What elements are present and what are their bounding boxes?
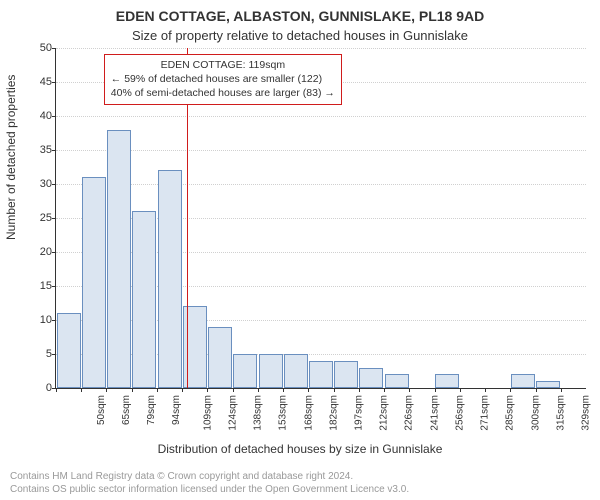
xtick-label: 182sqm xyxy=(328,395,339,431)
xtick-mark xyxy=(258,388,259,392)
x-axis-label: Distribution of detached houses by size … xyxy=(0,442,600,456)
ytick-mark xyxy=(52,320,56,321)
histogram-bar xyxy=(82,177,106,388)
xtick-mark xyxy=(207,388,208,392)
ytick-label: 5 xyxy=(26,348,52,360)
histogram-bar xyxy=(57,313,81,388)
ytick-mark xyxy=(52,150,56,151)
histogram-bar xyxy=(158,170,182,388)
xtick-mark xyxy=(334,388,335,392)
xtick-mark xyxy=(561,388,562,392)
gridline xyxy=(56,48,586,49)
xtick-label: 285sqm xyxy=(505,395,516,431)
xtick-label: 168sqm xyxy=(303,395,314,431)
xtick-label: 329sqm xyxy=(581,395,592,431)
y-axis-label: Number of detached properties xyxy=(4,75,18,240)
ytick-label: 0 xyxy=(26,382,52,394)
histogram-bar xyxy=(334,361,358,388)
chart-title-line1: EDEN COTTAGE, ALBASTON, GUNNISLAKE, PL18… xyxy=(0,8,600,24)
ytick-label: 40 xyxy=(26,110,52,122)
xtick-mark xyxy=(409,388,410,392)
histogram-bar xyxy=(233,354,257,388)
ytick-label: 50 xyxy=(26,42,52,54)
ytick-label: 10 xyxy=(26,314,52,326)
histogram-bar xyxy=(385,374,409,388)
xtick-mark xyxy=(510,388,511,392)
ytick-label: 20 xyxy=(26,246,52,258)
xtick-label: 109sqm xyxy=(202,395,213,431)
ytick-label: 30 xyxy=(26,178,52,190)
annotation-line: ← 59% of detached houses are smaller (12… xyxy=(111,72,335,86)
xtick-label: 300sqm xyxy=(530,395,541,431)
ytick-label: 25 xyxy=(26,212,52,224)
xtick-label: 79sqm xyxy=(146,395,157,425)
footer-attribution: Contains HM Land Registry data © Crown c… xyxy=(10,470,409,496)
xtick-mark xyxy=(106,388,107,392)
xtick-label: 271sqm xyxy=(480,395,491,431)
xtick-mark xyxy=(157,388,158,392)
annotation-box: EDEN COTTAGE: 119sqm← 59% of detached ho… xyxy=(104,54,342,105)
histogram-bar xyxy=(208,327,232,388)
xtick-label: 197sqm xyxy=(354,395,365,431)
xtick-label: 226sqm xyxy=(404,395,415,431)
histogram-bar xyxy=(309,361,333,388)
ytick-mark xyxy=(52,82,56,83)
ytick-mark xyxy=(52,116,56,117)
xtick-mark xyxy=(308,388,309,392)
xtick-label: 94sqm xyxy=(171,395,182,425)
xtick-label: 138sqm xyxy=(253,395,264,431)
ytick-mark xyxy=(52,184,56,185)
footer-line2: Contains OS public sector information li… xyxy=(10,483,409,496)
gridline xyxy=(56,184,586,185)
xtick-label: 124sqm xyxy=(227,395,238,431)
ytick-mark xyxy=(52,48,56,49)
xtick-label: 212sqm xyxy=(379,395,390,431)
xtick-mark xyxy=(182,388,183,392)
histogram-bar xyxy=(284,354,308,388)
xtick-label: 256sqm xyxy=(455,395,466,431)
histogram-bar xyxy=(259,354,283,388)
xtick-mark xyxy=(81,388,82,392)
xtick-label: 315sqm xyxy=(555,395,566,431)
xtick-label: 241sqm xyxy=(429,395,440,431)
ytick-mark xyxy=(52,218,56,219)
xtick-label: 50sqm xyxy=(96,395,107,425)
ytick-mark xyxy=(52,286,56,287)
xtick-mark xyxy=(435,388,436,392)
xtick-mark xyxy=(384,388,385,392)
ytick-label: 35 xyxy=(26,144,52,156)
histogram-bar xyxy=(511,374,535,388)
gridline xyxy=(56,116,586,117)
xtick-mark xyxy=(56,388,57,392)
xtick-label: 65sqm xyxy=(121,395,132,425)
histogram-bar xyxy=(435,374,459,388)
ytick-label: 15 xyxy=(26,280,52,292)
histogram-bar xyxy=(359,368,383,388)
footer-line1: Contains HM Land Registry data © Crown c… xyxy=(10,470,409,483)
histogram-bar xyxy=(132,211,156,388)
xtick-mark xyxy=(460,388,461,392)
annotation-line: EDEN COTTAGE: 119sqm xyxy=(111,58,335,72)
histogram-bar xyxy=(536,381,560,388)
xtick-mark xyxy=(233,388,234,392)
ytick-mark xyxy=(52,252,56,253)
histogram-bar xyxy=(107,130,131,388)
chart-title-line2: Size of property relative to detached ho… xyxy=(0,28,600,43)
xtick-mark xyxy=(485,388,486,392)
annotation-line: 40% of semi-detached houses are larger (… xyxy=(111,86,335,100)
ytick-label: 45 xyxy=(26,76,52,88)
gridline xyxy=(56,150,586,151)
xtick-mark xyxy=(283,388,284,392)
xtick-mark xyxy=(132,388,133,392)
xtick-mark xyxy=(359,388,360,392)
xtick-label: 153sqm xyxy=(278,395,289,431)
xtick-mark xyxy=(536,388,537,392)
plot-area: 0510152025303540455050sqm65sqm79sqm94sqm… xyxy=(55,48,586,389)
ytick-mark xyxy=(52,354,56,355)
